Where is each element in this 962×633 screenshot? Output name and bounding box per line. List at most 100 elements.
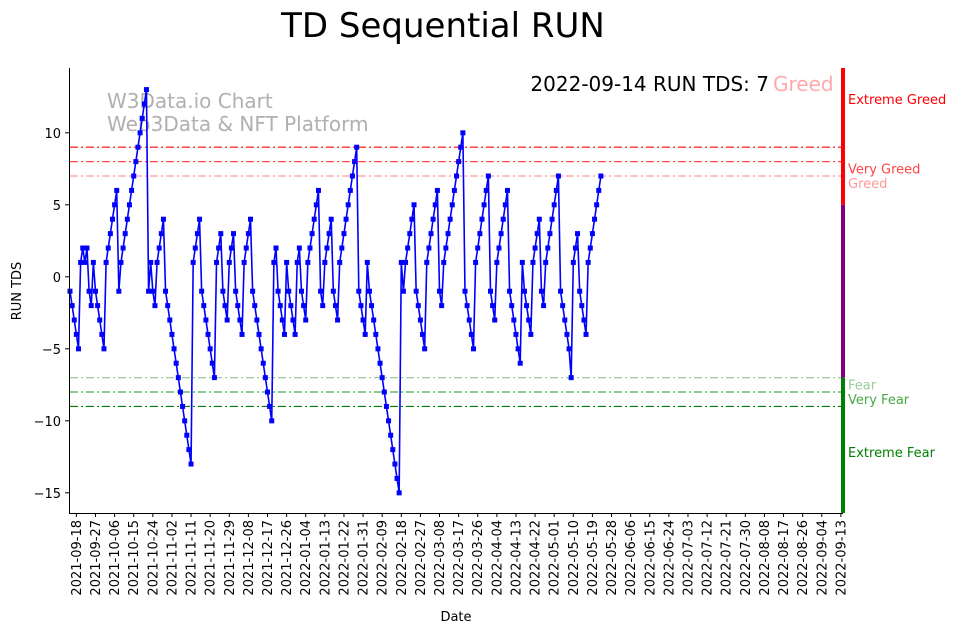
data-point [428, 231, 434, 237]
data-point [243, 245, 249, 251]
data-point [451, 187, 457, 193]
data-point [305, 259, 311, 265]
data-point [231, 231, 237, 237]
data-point [209, 360, 215, 366]
data-point [447, 216, 453, 222]
data-point [224, 317, 230, 323]
data-point [298, 288, 304, 294]
data-point [345, 202, 351, 208]
data-point [201, 303, 207, 309]
data-point [409, 216, 415, 222]
data-point [398, 259, 404, 265]
data-point [426, 245, 432, 251]
data-point [502, 202, 508, 208]
data-point [248, 216, 254, 222]
data-point [358, 303, 364, 309]
data-point [148, 259, 154, 265]
data-point [470, 346, 476, 352]
data-point [417, 317, 423, 323]
data-point [536, 216, 542, 222]
x-tick-label: 2022-01-22 [337, 520, 352, 596]
data-point [143, 87, 149, 93]
data-point [577, 288, 583, 294]
data-point [175, 375, 181, 381]
data-point [158, 231, 164, 237]
data-point [553, 187, 559, 193]
data-point [468, 331, 474, 337]
latest-annotation-status: Greed [773, 72, 834, 96]
data-point [490, 303, 496, 309]
threshold-label: Greed [848, 177, 887, 192]
data-point [90, 259, 96, 265]
data-point [543, 259, 549, 265]
data-point [509, 303, 515, 309]
data-point [594, 202, 600, 208]
data-point [250, 288, 256, 294]
data-point [403, 259, 409, 265]
data-point [481, 202, 487, 208]
data-point [449, 202, 455, 208]
x-tick-label: 2022-06-15 [643, 520, 658, 596]
data-point [150, 288, 156, 294]
data-point [413, 288, 419, 294]
data-point [80, 245, 86, 251]
data-point [84, 245, 90, 251]
data-point [169, 331, 175, 337]
data-point [366, 288, 372, 294]
data-point [156, 245, 162, 251]
data-point [568, 375, 574, 381]
x-tick-label: 2022-08-08 [758, 520, 773, 596]
data-point [307, 245, 313, 251]
data-point [139, 115, 145, 121]
data-point [411, 202, 417, 208]
data-point [362, 331, 368, 337]
x-tick-label: 2022-07-30 [739, 520, 754, 596]
data-point [585, 259, 591, 265]
x-tick-label: 2021-12-08 [242, 520, 257, 596]
data-point [114, 187, 120, 193]
data-point [177, 389, 183, 395]
x-tick-label: 2022-07-12 [701, 520, 716, 596]
data-point [239, 331, 245, 337]
x-tick-label: 2022-07-21 [720, 520, 735, 596]
data-point [273, 245, 279, 251]
data-point [343, 216, 349, 222]
data-point [354, 144, 360, 150]
y-tick-label: 10 [44, 127, 61, 142]
data-point [562, 317, 568, 323]
data-point [260, 360, 266, 366]
data-point [254, 317, 260, 323]
latest-annotation-text: 2022-09-14 RUN TDS: 7 [530, 72, 769, 96]
threshold-label: Fear [848, 379, 877, 394]
data-point [507, 288, 513, 294]
data-point [462, 288, 468, 294]
x-tick-label: 2022-02-18 [395, 520, 410, 596]
data-point [430, 216, 436, 222]
data-point [534, 231, 540, 237]
x-tick-label: 2022-03-26 [471, 520, 486, 596]
data-point [122, 231, 128, 237]
data-point [575, 231, 581, 237]
y-ticks: 10 5 0 −5 −10 −15 [34, 127, 69, 502]
x-tick-label: 2022-02-27 [414, 520, 429, 596]
x-tick-label: 2022-04-04 [490, 520, 505, 596]
data-point [549, 216, 555, 222]
data-point [388, 432, 394, 438]
x-tick-label: 2022-03-17 [452, 520, 467, 596]
data-point [364, 259, 370, 265]
data-point [241, 259, 247, 265]
data-point [458, 144, 464, 150]
data-point [528, 331, 534, 337]
data-point [288, 303, 294, 309]
x-tick-label: 2022-02-09 [376, 520, 391, 596]
data-point [555, 173, 561, 179]
data-point [182, 418, 188, 424]
data-point [318, 288, 324, 294]
x-tick-label: 2022-09-04 [815, 520, 830, 596]
data-point [558, 288, 564, 294]
x-tick-label: 2022-05-01 [548, 520, 563, 596]
x-tick-label: 2022-09-13 [834, 520, 849, 596]
data-point [415, 303, 421, 309]
x-ticks: 2021-09-18 2021-09-27 2021-10-06 2021-10-15… [70, 513, 849, 596]
x-tick-label: 2021-09-18 [70, 520, 85, 596]
